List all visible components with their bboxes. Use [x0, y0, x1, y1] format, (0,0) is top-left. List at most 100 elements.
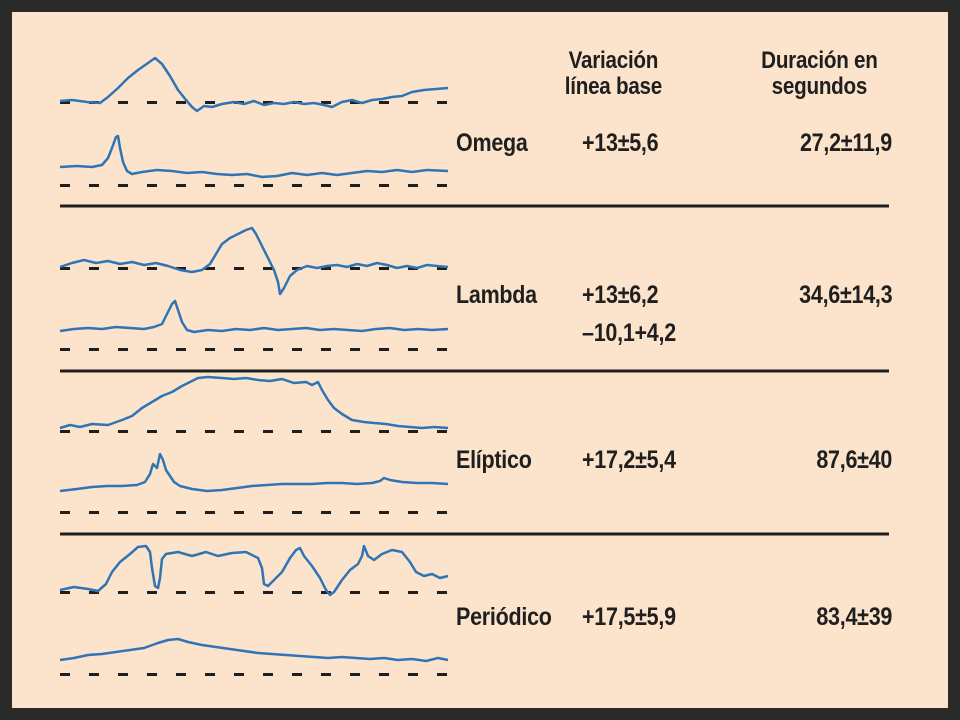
baseline-variation-lambda-1: +13±6,2	[582, 281, 659, 309]
baseline-dash	[437, 511, 447, 514]
baseline-dash	[437, 673, 447, 676]
waveform-artwork	[59, 56, 889, 676]
baseline-dash	[379, 184, 389, 187]
baseline-dash	[321, 591, 331, 594]
baseline-dash	[263, 673, 273, 676]
baseline-dash	[408, 511, 418, 514]
diagram-panel: Variación línea base Duración en segundo…	[12, 12, 948, 708]
baseline-dash	[350, 591, 360, 594]
baseline-dash	[350, 430, 360, 433]
baseline-dash	[234, 267, 244, 270]
baseline-dash	[379, 511, 389, 514]
header-baseline-variation: Variación línea base	[536, 48, 691, 100]
baseline-variation-periodico: +17,5±5,9	[582, 603, 676, 631]
baseline-dash	[234, 430, 244, 433]
baseline-dash	[147, 430, 157, 433]
baseline-dash	[205, 101, 215, 104]
baseline-dash	[147, 267, 157, 270]
baseline-dash	[379, 591, 389, 594]
baseline-dash	[147, 511, 157, 514]
baseline-dash	[408, 101, 418, 104]
lambda-trace-lower	[59, 299, 449, 334]
baseline-dash	[60, 430, 70, 433]
header-duration-line1: Duración en	[761, 47, 878, 74]
baseline-dash	[408, 348, 418, 351]
duration-periodico: 83,4±39	[816, 603, 892, 631]
baseline-dash	[437, 184, 447, 187]
baseline-dash	[292, 591, 302, 594]
duration-lambda: 34,6±14,3	[798, 281, 892, 309]
baseline-dash	[176, 673, 186, 676]
omega-trace-upper	[59, 56, 449, 113]
baseline-dash	[176, 430, 186, 433]
baseline-dash	[60, 673, 70, 676]
baseline-dash	[263, 101, 273, 104]
baseline-dash	[292, 267, 302, 270]
baseline-dash	[147, 348, 157, 351]
baseline-dash	[176, 348, 186, 351]
baseline-dash	[176, 511, 186, 514]
baseline-dash	[89, 430, 99, 433]
baseline-dash	[234, 673, 244, 676]
baseline-dash	[292, 511, 302, 514]
omega-baseline-2	[60, 184, 447, 187]
baseline-dash	[292, 184, 302, 187]
baseline-dash	[205, 673, 215, 676]
baseline-dash	[379, 101, 389, 104]
duration-omega: 27,2±11,9	[800, 129, 892, 157]
baseline-dash	[118, 673, 128, 676]
baseline-dash	[379, 673, 389, 676]
baseline-dash	[408, 267, 418, 270]
baseline-dash	[147, 184, 157, 187]
baseline-dash	[321, 673, 331, 676]
baseline-dash	[292, 673, 302, 676]
baseline-dash	[379, 430, 389, 433]
baseline-dash	[263, 430, 273, 433]
baseline-dash	[408, 591, 418, 594]
baseline-dash	[408, 184, 418, 187]
baseline-variation-omega: +13±5,6	[582, 129, 659, 157]
lambda-baseline-1	[60, 267, 447, 270]
baseline-dash	[60, 348, 70, 351]
baseline-dash	[60, 591, 70, 594]
baseline-dash	[321, 430, 331, 433]
baseline-dash	[89, 267, 99, 270]
eliptico-baseline-2	[60, 511, 447, 514]
baseline-dash	[321, 184, 331, 187]
baseline-dash	[379, 267, 389, 270]
lambda-baseline-2	[60, 348, 447, 351]
baseline-dash	[176, 267, 186, 270]
baseline-dash	[321, 348, 331, 351]
baseline-dash	[437, 348, 447, 351]
baseline-dash	[118, 511, 128, 514]
baseline-dash	[118, 591, 128, 594]
baseline-dash	[321, 267, 331, 270]
baseline-dash	[350, 101, 360, 104]
baseline-dash	[89, 673, 99, 676]
eliptico-trace-upper	[59, 375, 449, 430]
baseline-dash	[263, 348, 273, 351]
baseline-dash	[205, 430, 215, 433]
pattern-label-lambda: Lambda	[456, 281, 537, 309]
baseline-dash	[118, 348, 128, 351]
baseline-dash	[350, 673, 360, 676]
baseline-dash	[437, 430, 447, 433]
baseline-dash	[60, 511, 70, 514]
baseline-dash	[89, 184, 99, 187]
baseline-dash	[437, 591, 447, 594]
periodico-baseline-2	[60, 673, 447, 676]
baseline-dash	[263, 267, 273, 270]
baseline-variation-eliptico: +17,2±5,4	[582, 446, 676, 474]
baseline-dash	[118, 184, 128, 187]
pattern-label-omega: Omega	[456, 129, 528, 157]
baseline-dash	[234, 184, 244, 187]
baseline-dash	[118, 101, 128, 104]
periodico-baseline-1	[60, 591, 447, 594]
baseline-dash	[234, 591, 244, 594]
baseline-dash	[350, 267, 360, 270]
baseline-dash	[60, 267, 70, 270]
baseline-dash	[234, 511, 244, 514]
eliptico-trace-lower	[59, 452, 449, 493]
baseline-dash	[60, 184, 70, 187]
baseline-dash	[263, 591, 273, 594]
